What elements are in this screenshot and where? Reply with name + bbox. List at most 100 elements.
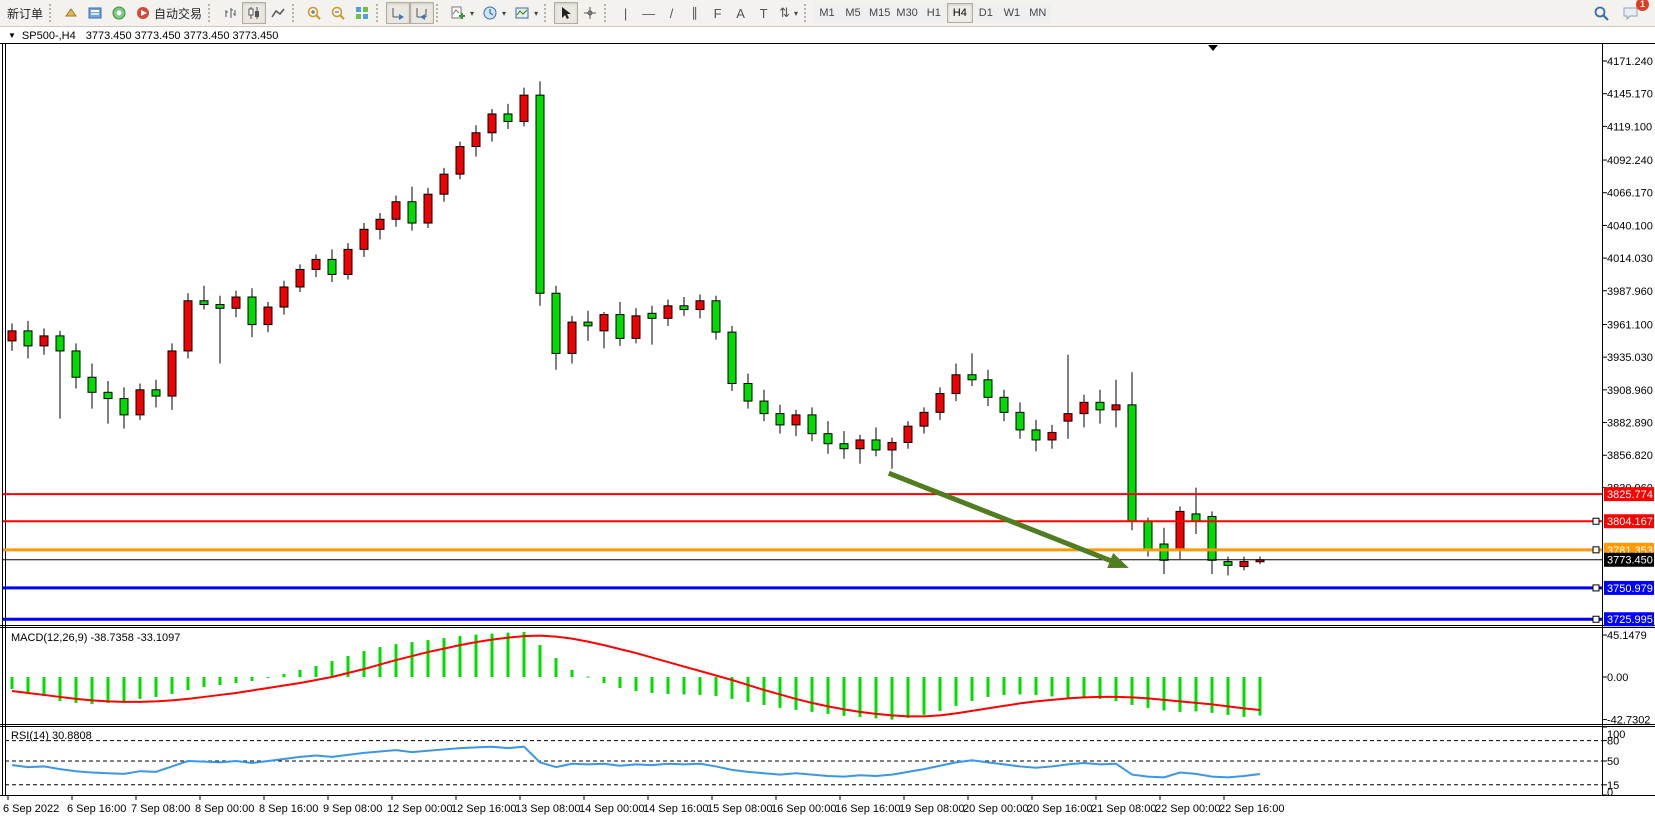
line-handle[interactable] — [1592, 584, 1600, 592]
timeframe-h1[interactable]: H1 — [920, 3, 947, 23]
timeframe-mn[interactable]: MN — [1024, 3, 1051, 23]
zoom-in-button[interactable] — [302, 2, 326, 24]
macd-histogram-bar — [810, 677, 814, 712]
trend-arrow-head[interactable] — [1107, 553, 1129, 568]
candlestick — [199, 300, 209, 306]
candlestick — [727, 331, 737, 385]
chat-bubble-icon — [1623, 7, 1638, 21]
auto-scroll-button[interactable] — [386, 2, 411, 24]
time-axis-label: 14 Sep 16:00 — [643, 803, 708, 815]
candlestick — [1239, 561, 1249, 568]
time-axis-label: 9 Sep 08:00 — [323, 803, 382, 815]
macd-histogram-bar — [570, 670, 574, 677]
timeframe-m15[interactable]: M15 — [866, 3, 894, 23]
line-chart-button[interactable] — [266, 2, 290, 24]
macd-histogram-bar — [970, 677, 974, 701]
candlestick — [647, 312, 657, 319]
macd-histogram-bar — [250, 677, 254, 681]
candlestick — [1095, 401, 1105, 411]
price-badge-label: 3825.774 — [1607, 489, 1653, 501]
candlestick — [279, 286, 289, 308]
text-tool[interactable]: A — [729, 2, 752, 24]
rsi-axis-label: 0 — [1607, 787, 1613, 799]
timeframe-m1[interactable]: M1 — [814, 3, 840, 23]
cursor-button[interactable] — [554, 2, 579, 24]
macd-histogram-bar — [522, 632, 526, 677]
chart-area[interactable]: 4171.240 4145.170 4119.100 4092.240 4066.170… — [0, 43, 1655, 825]
line-handle[interactable] — [1592, 546, 1600, 554]
candlestick — [631, 315, 641, 339]
price-axis-label: 4145.170 — [1607, 89, 1653, 101]
autotrade-icon — [137, 7, 150, 19]
candlestick-chart-button[interactable] — [242, 2, 267, 24]
horizontal-line-icon: — — [642, 5, 656, 21]
profiles-button[interactable] — [59, 2, 83, 24]
timeframe-d1[interactable]: D1 — [972, 3, 999, 23]
macd-histogram-bar — [1194, 677, 1198, 712]
macd-histogram-bar — [666, 677, 670, 694]
price-axis-label: 4040.100 — [1607, 220, 1653, 232]
macd-histogram-bar — [858, 677, 862, 717]
timeframe-h4[interactable]: H4 — [946, 3, 973, 23]
text-label-tool[interactable]: T — [752, 2, 775, 24]
vertical-line-tool[interactable]: | — [614, 2, 637, 24]
tile-windows-button[interactable] — [350, 2, 374, 24]
horizontal-line-tool[interactable]: — — [637, 2, 660, 24]
candlestick — [135, 389, 145, 416]
timeframe-w1[interactable]: W1 — [998, 3, 1025, 23]
candlestick — [615, 314, 625, 339]
candlestick — [935, 393, 945, 413]
candlestick — [87, 376, 97, 393]
macd-histogram-bar — [122, 677, 126, 702]
macd-histogram-bar — [1178, 677, 1182, 712]
macd-histogram-bar — [442, 638, 446, 677]
fibonacci-tool[interactable]: F — [706, 2, 729, 24]
candlestick — [551, 292, 561, 354]
search-button[interactable] — [1589, 2, 1614, 24]
macd-histogram-bar — [1082, 677, 1086, 699]
time-axis-label: 12 Sep 00:00 — [387, 803, 452, 815]
chart-shift-marker[interactable] — [1208, 45, 1218, 51]
macd-histogram-bar — [1034, 677, 1038, 695]
price-axis-label: 4119.100 — [1607, 121, 1652, 133]
timeframe-m30[interactable]: M30 — [893, 3, 921, 23]
window-menu-icon[interactable]: ▼ — [8, 31, 16, 40]
market-watch-button[interactable] — [83, 2, 107, 24]
zoom-out-button[interactable] — [326, 2, 350, 24]
candlestick — [359, 228, 369, 250]
line-handle[interactable] — [1592, 517, 1600, 525]
price-badge-label: 3804.167 — [1607, 516, 1653, 528]
main-toolbar: 新订单 自动交易 — [0, 0, 1655, 27]
crosshair-button[interactable] — [578, 2, 602, 24]
autotrade-button[interactable]: 自动交易 — [131, 2, 206, 24]
candlestick — [471, 132, 481, 148]
time-axis-label: 6 Sep 16:00 — [67, 803, 126, 815]
macd-histogram-bar — [842, 677, 846, 716]
current-price-label: 3773.450 — [1607, 555, 1653, 567]
time-axis-label: 22 Sep 00:00 — [1155, 803, 1220, 815]
bar-chart-button[interactable] — [218, 2, 242, 24]
trendline-tool[interactable]: / — [660, 2, 683, 24]
notifications-button[interactable] — [1618, 2, 1644, 24]
periods-button[interactable]: ▾ — [478, 2, 510, 24]
price-badge — [1604, 612, 1654, 627]
candlestick — [871, 439, 881, 451]
candlestick — [119, 398, 129, 416]
trend-arrow[interactable] — [887, 470, 1119, 566]
arrows-tool[interactable]: ⇅ ▾ — [775, 2, 802, 24]
indicators-button[interactable]: ▾ — [446, 2, 478, 24]
time-axis-label: 6 Sep 2022 — [3, 803, 59, 815]
signals-button[interactable] — [107, 2, 131, 24]
timeframe-m5[interactable]: M5 — [840, 3, 866, 23]
candlestick — [967, 374, 977, 381]
macd-histogram-bar — [586, 676, 590, 678]
price-axis-label: 3987.960 — [1607, 286, 1653, 298]
new-order-button[interactable]: 新订单 — [3, 2, 47, 24]
line-handle[interactable] — [1592, 615, 1600, 623]
chart-shift-button[interactable] — [410, 2, 435, 24]
dropdown-icon: ▾ — [470, 8, 475, 18]
macd-histogram-bar — [954, 677, 958, 706]
equidistant-channel-tool[interactable]: ∥ — [683, 2, 706, 24]
macd-histogram-bar — [778, 677, 782, 708]
templates-button[interactable]: ▾ — [510, 2, 542, 24]
